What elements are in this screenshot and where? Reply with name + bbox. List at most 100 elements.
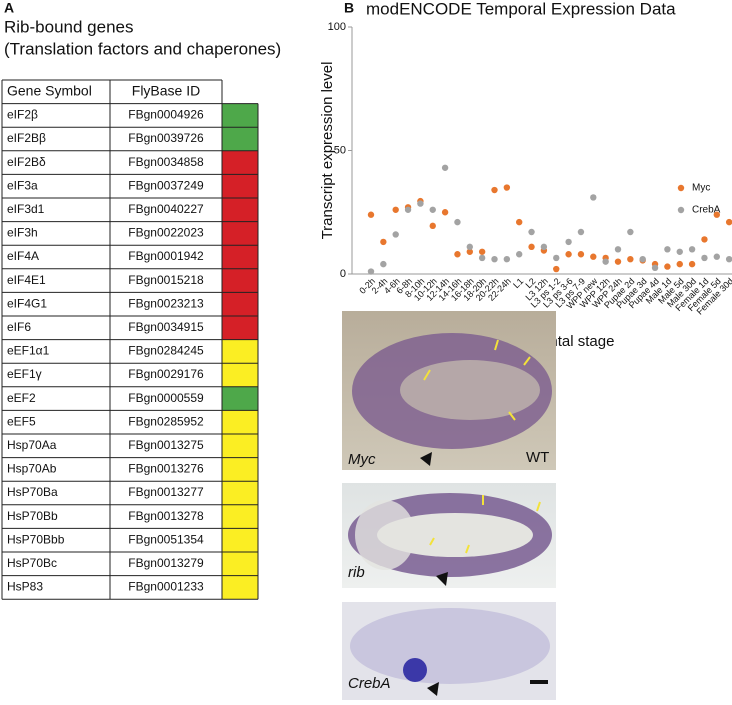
id-cell: FBgn0285952 (128, 414, 204, 428)
point (688, 260, 696, 268)
point (553, 254, 560, 262)
point (454, 251, 461, 258)
point (417, 200, 424, 207)
status-cell (222, 150, 258, 175)
gene-cell: eIF2Bβ (7, 131, 46, 145)
status-cell (222, 575, 258, 600)
panel-title: (Translation factors and chaperones) (4, 39, 281, 58)
status-cell (222, 245, 258, 269)
point (627, 255, 634, 263)
legend-marker (677, 184, 685, 192)
gene-label: CrebA (348, 675, 391, 692)
point (701, 254, 708, 262)
point (466, 248, 473, 255)
y-tick-label: 0 (340, 268, 346, 280)
status-cell (222, 481, 258, 505)
point (516, 251, 523, 258)
id-cell: FBgn0034915 (128, 320, 204, 334)
point (367, 211, 375, 218)
y-tick-label: 100 (328, 21, 346, 33)
point (651, 264, 659, 272)
panel-label: B (344, 0, 354, 16)
point (404, 206, 412, 213)
point (466, 243, 473, 251)
point (429, 222, 436, 230)
status-cell (222, 292, 258, 316)
status-cell (222, 504, 258, 529)
id-cell: FBgn0034858 (128, 155, 204, 169)
status-cell (222, 386, 258, 411)
id-cell: FBgn0013277 (128, 485, 204, 499)
point (676, 260, 683, 268)
point (392, 206, 399, 213)
point (478, 254, 486, 262)
status-cell (222, 268, 258, 293)
point (565, 251, 572, 258)
status-cell (222, 434, 258, 458)
status-cell (222, 457, 258, 482)
point (380, 238, 387, 246)
status-cell (222, 552, 258, 576)
point (688, 246, 696, 253)
id-cell: FBgn0037249 (128, 178, 204, 192)
gene-cell: eEF1γ (7, 367, 42, 381)
point (491, 186, 498, 194)
point (614, 246, 622, 253)
embryo-image: Myc WT (342, 311, 556, 470)
status-cell (222, 174, 258, 198)
id-cell: FBgn0051354 (128, 532, 204, 546)
id-cell: FBgn0029176 (128, 367, 204, 381)
panel-label: A (4, 0, 14, 16)
status-cell (222, 363, 258, 387)
point (725, 218, 732, 226)
gene-cell: eIF3d1 (7, 202, 45, 216)
legend-marker (677, 206, 685, 214)
point (367, 268, 375, 275)
point (441, 164, 449, 171)
status-cell (222, 410, 258, 434)
point (602, 258, 609, 265)
id-cell: FBgn0013278 (128, 509, 204, 523)
point (577, 251, 585, 258)
gene-cell: HsP70Bb (7, 509, 58, 523)
gene-cell: eIF2β (7, 108, 38, 122)
point (516, 218, 523, 226)
id-cell: FBgn0023213 (128, 296, 204, 310)
legend-label: CrebA (692, 205, 721, 216)
point (392, 231, 399, 238)
chart-title: modENCODE Temporal Expression Data (366, 0, 676, 18)
point (528, 243, 535, 251)
point (701, 236, 708, 243)
point (577, 228, 585, 236)
id-cell: FBgn0015218 (128, 273, 204, 287)
id-cell: FBgn0001942 (128, 249, 204, 263)
status-cell (222, 103, 258, 128)
gene-cell: Hsp70Aa (7, 438, 57, 452)
gene-cell: eEF5 (7, 414, 36, 428)
gene-cell: eIF2Bδ (7, 155, 46, 169)
header-cell: Gene Symbol (7, 83, 92, 99)
gene-cell: eIF3a (7, 178, 38, 192)
point (725, 255, 732, 263)
id-cell: FBgn0022023 (128, 226, 204, 240)
point (713, 211, 720, 218)
point (713, 253, 720, 260)
genotype-label: WT (526, 449, 549, 466)
point (664, 246, 671, 253)
gene-cell: eIF3h (7, 226, 38, 240)
gene-cell: eIF6 (7, 320, 31, 334)
point (429, 206, 436, 213)
point (590, 253, 597, 260)
gene-cell: Hsp70Ab (7, 462, 57, 476)
status-cell (222, 198, 258, 222)
embryo-image: CrebA (342, 602, 556, 700)
id-cell: FBgn0001233 (128, 580, 204, 594)
legend-label: Myc (692, 183, 710, 194)
point (590, 194, 597, 201)
id-cell: FBgn0013276 (128, 462, 204, 476)
id-cell: FBgn0284245 (128, 344, 204, 358)
point (441, 209, 449, 216)
point (503, 255, 511, 263)
point (614, 258, 622, 265)
